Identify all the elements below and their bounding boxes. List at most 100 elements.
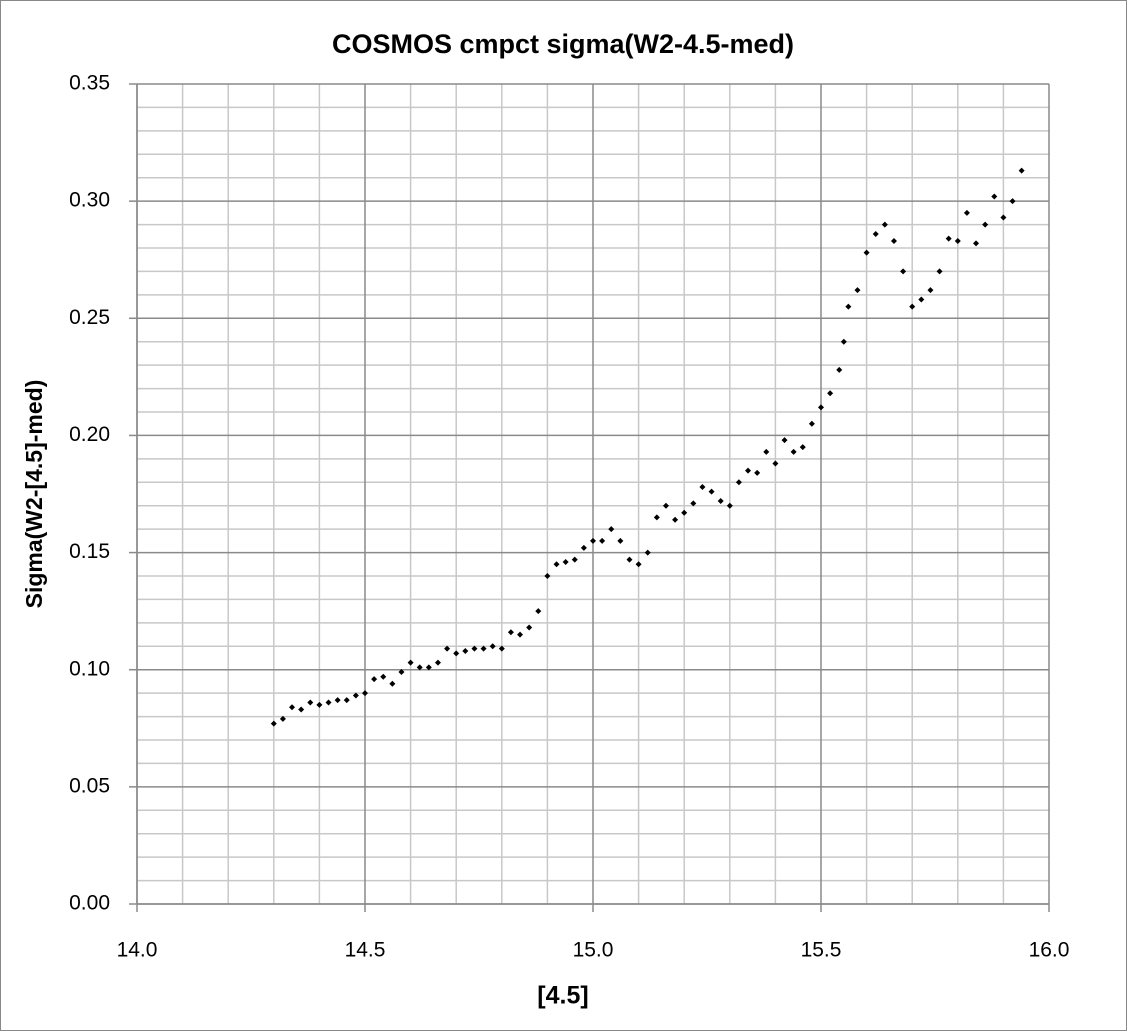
- point: [279, 715, 286, 722]
- point: [1000, 214, 1007, 221]
- point: [535, 608, 542, 615]
- point: [1009, 198, 1016, 205]
- point: [991, 193, 998, 200]
- point: [599, 537, 606, 544]
- point: [590, 537, 596, 544]
- point: [672, 516, 679, 523]
- x-tick-label: 14.5: [345, 939, 386, 962]
- point: [553, 561, 560, 568]
- point: [416, 664, 423, 671]
- y-tick-label: 0.20: [69, 423, 110, 446]
- x-tick-label: 16.0: [1029, 939, 1070, 962]
- point: [662, 502, 669, 509]
- point: [845, 303, 852, 310]
- point: [444, 645, 451, 652]
- point: [840, 338, 847, 345]
- point: [781, 437, 788, 444]
- point: [480, 645, 487, 652]
- point: [982, 221, 989, 228]
- point: [389, 680, 396, 687]
- point: [517, 631, 524, 638]
- point: [836, 366, 843, 373]
- point: [690, 500, 697, 507]
- y-tick-label: 0.35: [69, 72, 110, 95]
- point: [352, 692, 359, 699]
- point: [918, 296, 925, 303]
- point: [900, 268, 907, 275]
- point: [763, 448, 770, 455]
- x-tick-label: 15.5: [801, 939, 842, 962]
- point: [808, 420, 815, 427]
- point: [909, 303, 916, 310]
- point: [289, 704, 296, 711]
- x-tick-label: 14.0: [117, 939, 158, 962]
- point: [1018, 167, 1025, 174]
- y-tick-label: 0.30: [69, 189, 110, 212]
- y-tick-label: 0.15: [69, 540, 110, 563]
- point: [653, 514, 660, 521]
- point: [398, 669, 405, 676]
- point: [872, 230, 879, 237]
- point: [526, 624, 533, 631]
- point: [380, 673, 387, 680]
- point: [362, 690, 368, 697]
- point: [799, 444, 806, 451]
- point: [507, 629, 514, 636]
- point: [571, 556, 578, 563]
- point: [936, 268, 943, 275]
- y-tick-label: 0.05: [69, 774, 110, 797]
- point: [644, 549, 651, 556]
- point: [562, 558, 569, 565]
- point: [489, 643, 496, 650]
- point: [307, 699, 314, 706]
- point: [772, 460, 779, 467]
- point: [425, 664, 432, 671]
- point: [608, 526, 615, 533]
- point: [708, 488, 715, 495]
- point: [371, 676, 378, 683]
- y-tick-label: 0.25: [69, 306, 110, 329]
- point: [973, 240, 980, 247]
- point: [954, 237, 961, 244]
- point: [298, 706, 305, 713]
- point: [726, 502, 733, 509]
- chart-title: COSMOS cmpct sigma(W2-4.5-med): [332, 29, 794, 59]
- point: [717, 498, 724, 505]
- x-tick-label: 15.0: [573, 939, 614, 962]
- point: [471, 645, 478, 652]
- point: [754, 469, 761, 476]
- point: [927, 287, 934, 294]
- point: [617, 537, 624, 544]
- point: [790, 448, 797, 455]
- point: [818, 404, 824, 411]
- point: [635, 561, 642, 568]
- point: [827, 390, 834, 397]
- point: [863, 249, 870, 256]
- point: [854, 287, 861, 294]
- y-axis-label: Sigma(W2-[4.5]-med): [21, 380, 47, 609]
- point: [735, 479, 742, 486]
- point: [343, 697, 350, 704]
- point: [270, 720, 277, 727]
- point: [580, 544, 587, 551]
- point: [963, 209, 970, 216]
- point: [881, 221, 888, 228]
- point: [325, 699, 332, 706]
- point: [745, 467, 752, 474]
- point: [544, 573, 551, 579]
- point: [434, 659, 441, 666]
- y-tick-label: 0.00: [69, 892, 110, 915]
- point: [498, 645, 505, 652]
- point: [681, 509, 688, 516]
- point: [407, 659, 414, 666]
- point: [699, 483, 706, 490]
- point: [626, 556, 633, 563]
- point: [453, 650, 460, 657]
- y-tick-label: 0.10: [69, 657, 110, 680]
- point: [890, 237, 897, 244]
- x-axis-label: [4.5]: [537, 982, 588, 1010]
- point: [334, 697, 341, 704]
- point: [945, 235, 952, 242]
